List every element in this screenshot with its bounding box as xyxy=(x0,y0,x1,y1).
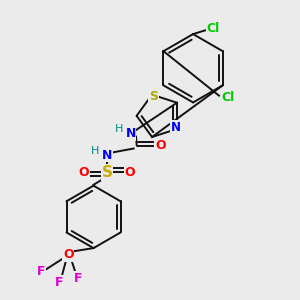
Text: N: N xyxy=(102,149,112,162)
Text: O: O xyxy=(124,166,135,179)
Text: S: S xyxy=(101,165,112,180)
Text: Cl: Cl xyxy=(221,91,235,103)
Text: F: F xyxy=(74,272,82,285)
Text: O: O xyxy=(155,139,166,152)
Text: O: O xyxy=(63,248,74,261)
Text: H: H xyxy=(91,146,99,157)
Text: O: O xyxy=(79,166,89,179)
Text: H: H xyxy=(115,124,123,134)
Text: F: F xyxy=(37,266,46,278)
Text: N: N xyxy=(125,127,136,140)
Text: N: N xyxy=(171,121,181,134)
Text: S: S xyxy=(149,91,158,103)
Text: Cl: Cl xyxy=(206,22,220,35)
Text: F: F xyxy=(55,276,64,289)
